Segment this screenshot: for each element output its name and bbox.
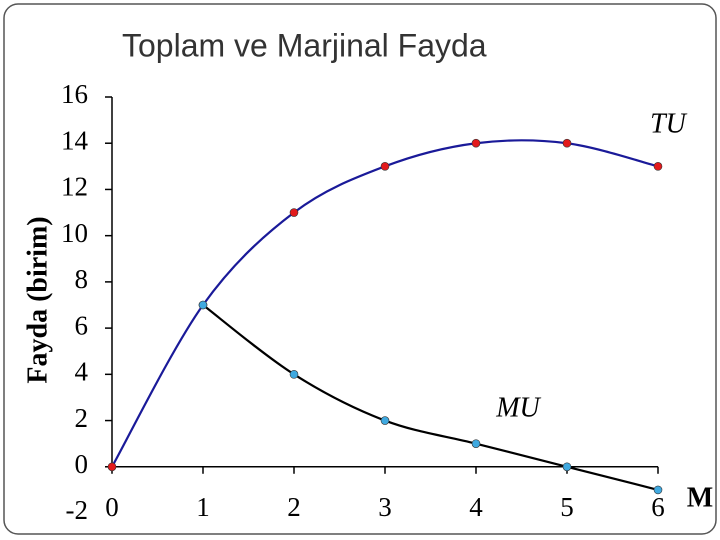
x-tick-label: 1 xyxy=(196,492,210,522)
series-line xyxy=(202,304,659,491)
series-marker xyxy=(289,370,299,379)
series-label: TU xyxy=(650,108,688,139)
series-marker xyxy=(562,138,572,148)
y-tick-label: 2 xyxy=(75,403,89,433)
series-marker xyxy=(289,208,299,217)
series-marker xyxy=(653,162,663,171)
series-label: MU xyxy=(495,392,541,423)
series-marker xyxy=(471,138,481,148)
x-tick-label: 6 xyxy=(651,492,665,522)
series-marker xyxy=(380,162,390,171)
y-tick-label: 4 xyxy=(75,357,89,387)
y-tick-label: -2 xyxy=(66,495,89,525)
y-tick-label: 6 xyxy=(75,310,89,340)
x-tick-label: 2 xyxy=(287,492,301,522)
series-marker xyxy=(380,416,390,425)
x-tick-label: 5 xyxy=(560,492,574,522)
y-tick-label: 14 xyxy=(61,125,89,155)
x-tick-label: 0 xyxy=(105,492,119,522)
series-marker xyxy=(107,462,117,472)
x-tick-label: 4 xyxy=(469,492,483,522)
chart-title: Toplam ve Marjinal Fayda xyxy=(122,27,487,63)
y-tick-label: 16 xyxy=(61,79,88,109)
y-axis-label: Fayda (birim) xyxy=(22,216,53,383)
series-marker xyxy=(653,485,663,495)
y-tick-label: 8 xyxy=(75,264,89,294)
y-tick-label: 0 xyxy=(75,449,89,479)
slide-border xyxy=(3,3,717,535)
y-tick-label: 12 xyxy=(61,172,88,202)
y-tick-label: 10 xyxy=(61,218,88,248)
series-marker xyxy=(471,439,481,448)
x-axis-label: M xyxy=(687,482,713,513)
series-marker xyxy=(198,300,208,310)
x-tick-label: 3 xyxy=(378,492,392,522)
series-marker xyxy=(562,462,572,472)
